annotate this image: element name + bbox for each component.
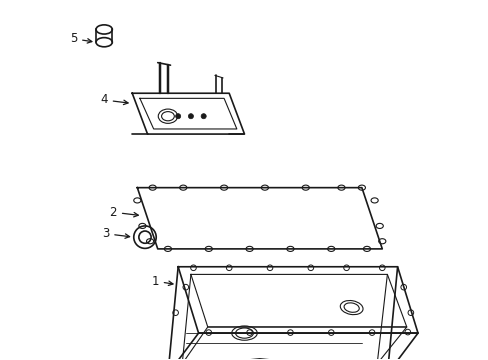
Text: 2: 2 <box>109 206 138 219</box>
Text: 4: 4 <box>100 94 128 107</box>
Text: 5: 5 <box>70 32 92 45</box>
Text: 1: 1 <box>151 275 173 288</box>
Circle shape <box>201 114 206 119</box>
Circle shape <box>175 114 181 119</box>
Text: 3: 3 <box>102 227 129 240</box>
Circle shape <box>188 114 193 119</box>
